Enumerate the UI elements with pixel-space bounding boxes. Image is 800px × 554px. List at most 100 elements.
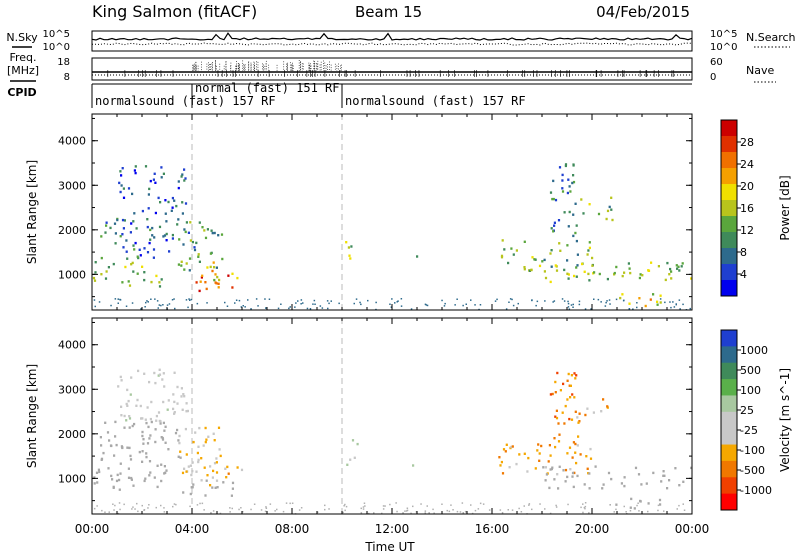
noise-right-tick-top: 10^5 (710, 29, 737, 40)
scatter-cell (517, 302, 519, 305)
scatter-cell (143, 278, 146, 282)
scatter-cell (161, 378, 164, 381)
scatter-cell (136, 255, 139, 258)
scatter-cell (205, 479, 208, 482)
scatter-cell (149, 434, 152, 437)
colorbar-segment (721, 395, 737, 413)
scatter-cell (197, 460, 200, 464)
scatter-cell (461, 502, 464, 504)
scatter-cell (553, 224, 556, 227)
scatter-cell (456, 298, 458, 300)
scatter-cell (663, 510, 665, 512)
x-tick-label: 20:00 (575, 522, 610, 536)
scatter-cell (636, 504, 638, 507)
scatter-cell (206, 266, 209, 269)
scatter-cell (150, 280, 153, 284)
scatter-cell (120, 405, 123, 408)
scatter-cell (133, 169, 136, 172)
scatter-cell (538, 264, 542, 268)
scatter-cell (147, 193, 150, 196)
scatter-cell (345, 241, 348, 244)
scatter-cell (157, 196, 160, 200)
scatter-cell (196, 302, 199, 305)
scatter-cell (197, 253, 200, 256)
scatter-cell (109, 226, 112, 230)
cpid-label: CPID (7, 86, 36, 99)
scatter-cell (143, 271, 146, 274)
scatter-cell (583, 270, 586, 273)
scatter-cell (189, 221, 192, 224)
scatter-cell (520, 511, 523, 513)
scatter-cell (584, 413, 587, 417)
scatter-cell (544, 508, 546, 510)
noise-left-tick-top: 10^5 (43, 29, 70, 40)
scatter-cell (207, 435, 210, 438)
scatter-cell (238, 299, 241, 302)
scatter-cell (204, 440, 207, 444)
scatter-cell (566, 259, 569, 262)
scatter-cell (165, 220, 168, 223)
scatter-cell (215, 461, 218, 464)
scatter-cell (138, 450, 141, 454)
velocity-panel: 1000 2000 3000 4000 Slant Range [km] (25, 317, 693, 515)
scatter-cell (345, 505, 348, 508)
scatter-cell (567, 178, 570, 181)
scatter-cell (659, 298, 662, 300)
scatter-cell (344, 503, 346, 506)
scatter-cell (579, 453, 582, 456)
scatter-cell (173, 400, 176, 404)
scatter-cell (555, 269, 559, 272)
scatter-cell (397, 300, 399, 302)
scatter-cell (215, 457, 218, 460)
scatter-cell (683, 509, 686, 511)
scatter-cell (346, 463, 349, 466)
colorbar-tick-label: 8 (740, 246, 747, 259)
scatter-cell (92, 276, 96, 280)
scatter-cell (192, 483, 195, 486)
scatter-cell (523, 452, 526, 455)
scatter-cell (568, 185, 571, 188)
scatter-cell (193, 248, 197, 252)
scatter-cell (162, 372, 165, 375)
scatter-cell (177, 218, 180, 221)
colorbar-label: Power [dB] (778, 175, 792, 240)
scatter-cell (140, 417, 143, 420)
scatter-cell (165, 232, 168, 236)
scatter-cell (558, 465, 561, 468)
scatter-cell (145, 452, 148, 455)
scatter-cell (137, 369, 140, 373)
scatter-cell (147, 207, 150, 210)
scatter-cell (645, 482, 648, 485)
scatter-cell (566, 452, 569, 455)
scatter-cell (268, 298, 271, 300)
scatter-cell (125, 402, 128, 406)
scatter-cell (639, 273, 642, 276)
scatter-cell (152, 178, 155, 181)
scatter-cell (573, 274, 576, 278)
scatter-cell (217, 234, 220, 237)
scatter-cell (126, 388, 129, 392)
scatter-cell (501, 512, 504, 514)
scatter-cell (146, 300, 148, 302)
scatter-cell (526, 470, 529, 473)
scatter-cell (575, 374, 578, 377)
scatter-cell (277, 307, 280, 310)
scatter-cell (572, 306, 574, 308)
scatter-cell (289, 306, 291, 308)
colorbar-tick-label: -1000 (740, 484, 772, 497)
scatter-cell (186, 409, 189, 413)
scatter-cell (621, 293, 624, 296)
scatter-cell (105, 270, 108, 273)
scatter-cell (164, 212, 167, 215)
scatter-cell (247, 299, 249, 301)
scatter-cell (130, 263, 133, 266)
scatter-cell (355, 298, 358, 300)
scatter-cell (644, 304, 647, 308)
scatter-cell (173, 371, 176, 374)
scatter-cell (576, 264, 579, 267)
scatter-cell (557, 487, 560, 490)
scatter-cell (474, 509, 477, 512)
scatter-cell (541, 260, 544, 263)
scatter-cell (567, 225, 570, 228)
scatter-cell (214, 273, 217, 276)
